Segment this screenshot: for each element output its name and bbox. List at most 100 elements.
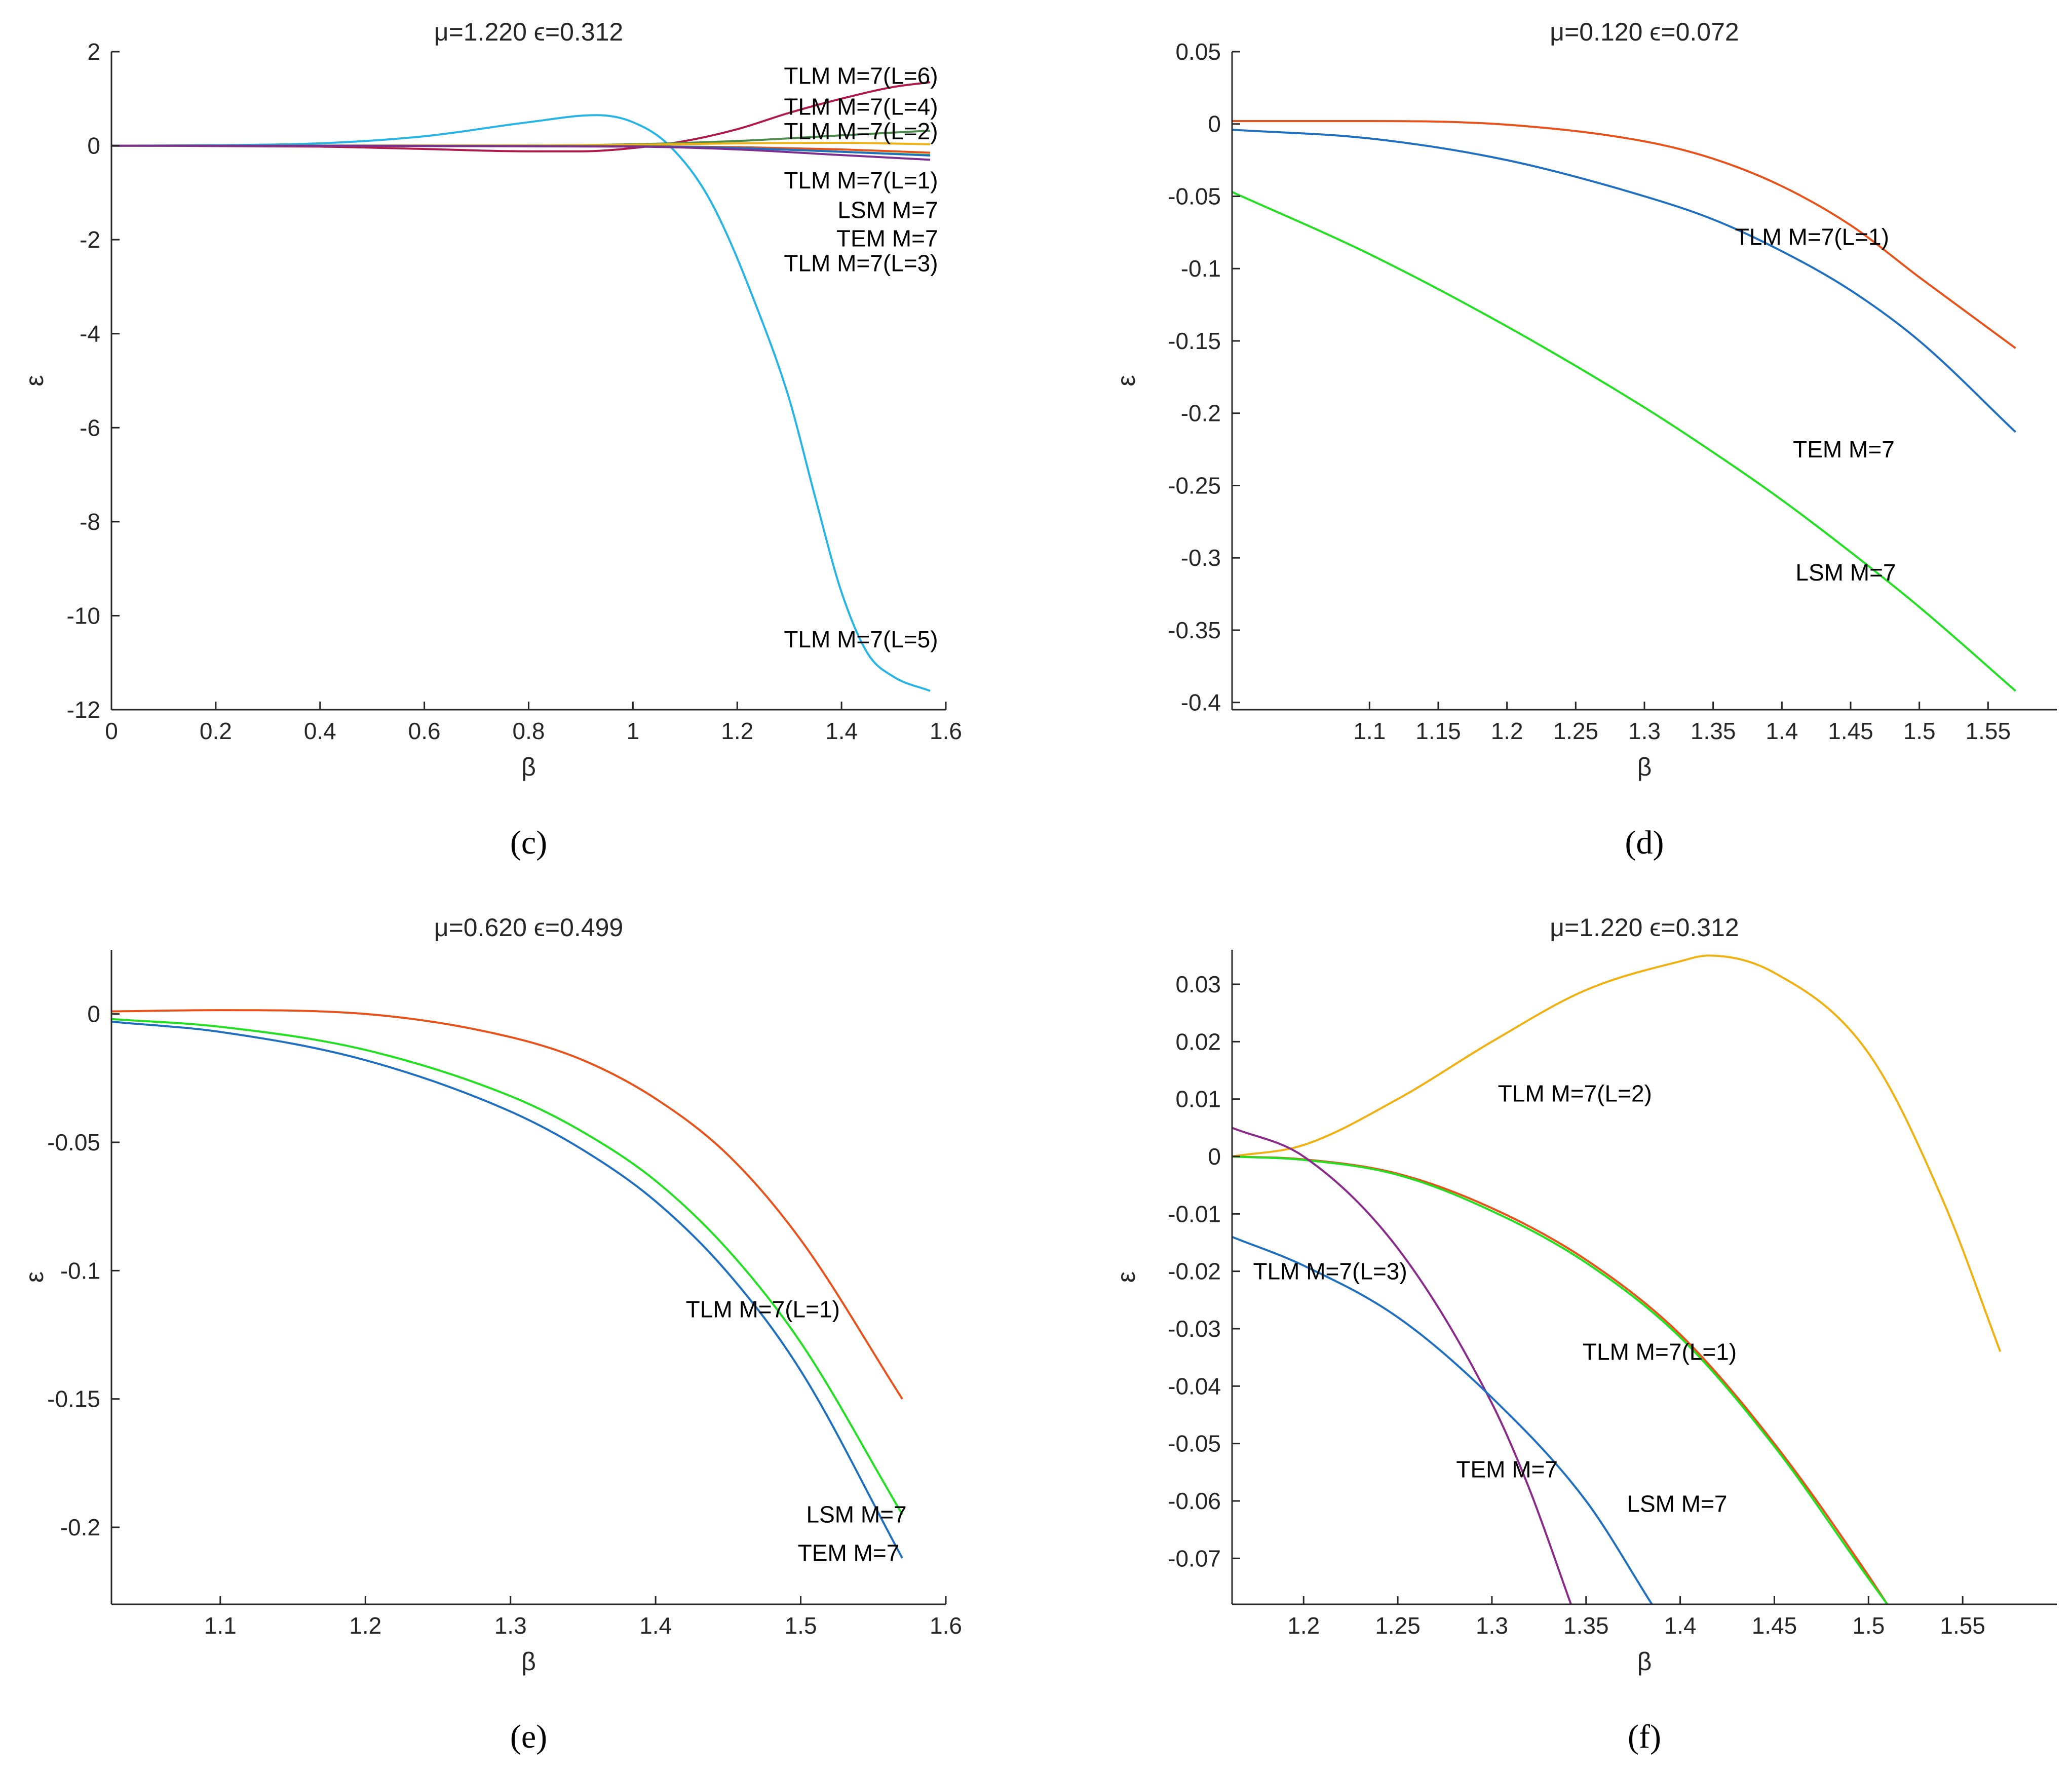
x-tick-label: 1.4 — [825, 718, 858, 744]
series-f-4 — [1232, 1236, 1653, 1604]
x-tick-label: 0.4 — [304, 718, 336, 744]
series-c-1 — [111, 81, 931, 152]
y-tick-label: 0 — [87, 133, 100, 159]
series-label: LSM M=7 — [1795, 559, 1896, 586]
x-tick-label: 1.3 — [1628, 718, 1661, 744]
x-tick-label: 1.35 — [1563, 1612, 1609, 1639]
y-tick-label: 0.02 — [1175, 1028, 1221, 1055]
panel-label: (c) — [510, 824, 547, 861]
chart-title: μ=0.620 ϵ=0.499 — [434, 913, 623, 942]
series-d-2 — [1232, 191, 2016, 692]
series-label: TLM M=7(L=3) — [1253, 1258, 1407, 1285]
y-tick-label: 0.01 — [1175, 1086, 1221, 1112]
y-axis-label: ε — [1112, 375, 1140, 386]
series-label: LSM M=7 — [837, 197, 938, 223]
series-f-2 — [1232, 1155, 1889, 1604]
x-tick-label: 1.4 — [1766, 718, 1798, 744]
x-tick-label: 1.15 — [1415, 718, 1461, 744]
series-label: LSM M=7 — [807, 1501, 907, 1528]
x-tick-label: 1.2 — [349, 1612, 381, 1639]
x-tick-label: 1 — [627, 718, 640, 744]
series-label: TLM M=7(L=1) — [1735, 223, 1889, 250]
x-tick-label: 1.2 — [1287, 1612, 1320, 1639]
y-tick-label: -0.4 — [1181, 689, 1221, 716]
x-tick-label: 1.1 — [204, 1612, 237, 1639]
x-tick-label: 0.8 — [513, 718, 545, 744]
series-label: LSM M=7 — [1627, 1491, 1727, 1517]
y-tick-label: -0.02 — [1168, 1258, 1221, 1285]
chart-title: μ=1.220 ϵ=0.312 — [434, 18, 623, 46]
series-label: TEM M=7 — [836, 225, 938, 251]
y-tick-label: -10 — [67, 602, 100, 629]
x-axis-label: β — [521, 753, 536, 781]
x-tick-label: 1.45 — [1752, 1612, 1797, 1639]
x-tick-label: 1.35 — [1691, 718, 1736, 744]
series-c-7 — [111, 144, 931, 161]
x-tick-label: 1.4 — [1664, 1612, 1697, 1639]
x-tick-label: 1.5 — [1852, 1612, 1885, 1639]
x-axis-label: β — [1637, 753, 1652, 781]
series-c-0 — [111, 114, 931, 692]
series-label: TLM M=7(L=4) — [784, 94, 938, 120]
chart-e: 1.1 1.2 1.3 1.4 1.5 1.6 0 -0.05 -0.1 -0.15 -0.2 μ=0… — [20, 913, 962, 1755]
series-label: TLM M=7(L=2) — [784, 118, 938, 144]
panel-label: (d) — [1625, 824, 1664, 861]
x-tick-label: 1.25 — [1553, 718, 1599, 744]
x-tick-label: 1.55 — [1940, 1612, 1985, 1639]
series-label: TLM M=7(L=3) — [784, 250, 938, 277]
series-f-1 — [1232, 1155, 1889, 1604]
y-tick-label: -0.3 — [1181, 545, 1221, 571]
series-e-2 — [111, 1020, 903, 1559]
y-tick-label: -12 — [67, 697, 100, 723]
panel-label: (e) — [510, 1718, 547, 1755]
x-tick-label: 1.4 — [639, 1612, 672, 1639]
y-tick-label: 0 — [87, 1001, 100, 1027]
series-e-0 — [111, 1009, 903, 1400]
x-tick-label: 1.1 — [1353, 718, 1386, 744]
x-tick-label: 1.5 — [785, 1612, 817, 1639]
y-tick-label: 0 — [1208, 1143, 1221, 1170]
x-axis-label: β — [521, 1647, 536, 1676]
x-tick-label: 0.2 — [200, 718, 232, 744]
y-tick-label: -0.05 — [47, 1129, 100, 1155]
y-tick-label: -0.15 — [1168, 328, 1221, 354]
x-tick-label: 1.6 — [930, 1612, 962, 1639]
chart-c: 0 0.2 0.4 0.6 0.8 1 1.2 1.4 1.6 2 0 -2 -4 -6 -8 -10 -12 μ… — [20, 18, 962, 861]
y-tick-label: -0.03 — [1168, 1316, 1221, 1342]
y-tick-label: -0.2 — [1181, 400, 1221, 427]
x-tick-label: 1.55 — [1966, 718, 2011, 744]
series-label: TLM M=7(L=2) — [1498, 1080, 1652, 1106]
y-tick-label: -0.06 — [1168, 1488, 1221, 1514]
y-tick-label: -0.1 — [60, 1257, 100, 1284]
series-f-3 — [1232, 1127, 1572, 1604]
y-tick-label: -4 — [80, 321, 100, 347]
y-tick-label: -8 — [80, 509, 100, 535]
x-tick-label: 1.3 — [1476, 1612, 1508, 1639]
series-label: TEM M=7 — [1793, 436, 1895, 462]
x-tick-label: 1.5 — [1903, 718, 1936, 744]
y-tick-label: -0.04 — [1168, 1373, 1221, 1399]
y-axis-label: ε — [20, 1271, 49, 1283]
chart-f: 1.2 1.25 1.3 1.35 1.4 1.45 1.5 1.55 0.03 0.02 0.01… — [1112, 913, 2057, 1755]
series-d-0 — [1232, 120, 2016, 349]
y-tick-label: -2 — [80, 226, 100, 253]
series-label: TLM M=7(L=1) — [1583, 1338, 1737, 1365]
series-d-1 — [1232, 129, 2016, 433]
x-tick-label: 1.6 — [930, 718, 962, 744]
series-label: TEM M=7 — [798, 1540, 900, 1566]
x-tick-label: 1.2 — [1491, 718, 1523, 744]
y-tick-label: 0.05 — [1175, 38, 1221, 65]
y-tick-label: 0 — [1208, 111, 1221, 137]
series-f-0 — [1232, 954, 2002, 1353]
y-tick-label: -0.35 — [1168, 617, 1221, 643]
series-label: TLM M=7(L=1) — [686, 1296, 840, 1322]
y-tick-label: 0.03 — [1175, 971, 1221, 997]
x-tick-label: 1.3 — [494, 1612, 527, 1639]
y-tick-label: -0.2 — [60, 1514, 100, 1540]
y-tick-label: -0.25 — [1168, 472, 1221, 498]
y-axis-label: ε — [20, 375, 49, 386]
x-axis-label: β — [1637, 1647, 1652, 1676]
series-e-1 — [111, 1018, 903, 1515]
y-tick-label: -0.05 — [1168, 183, 1221, 209]
